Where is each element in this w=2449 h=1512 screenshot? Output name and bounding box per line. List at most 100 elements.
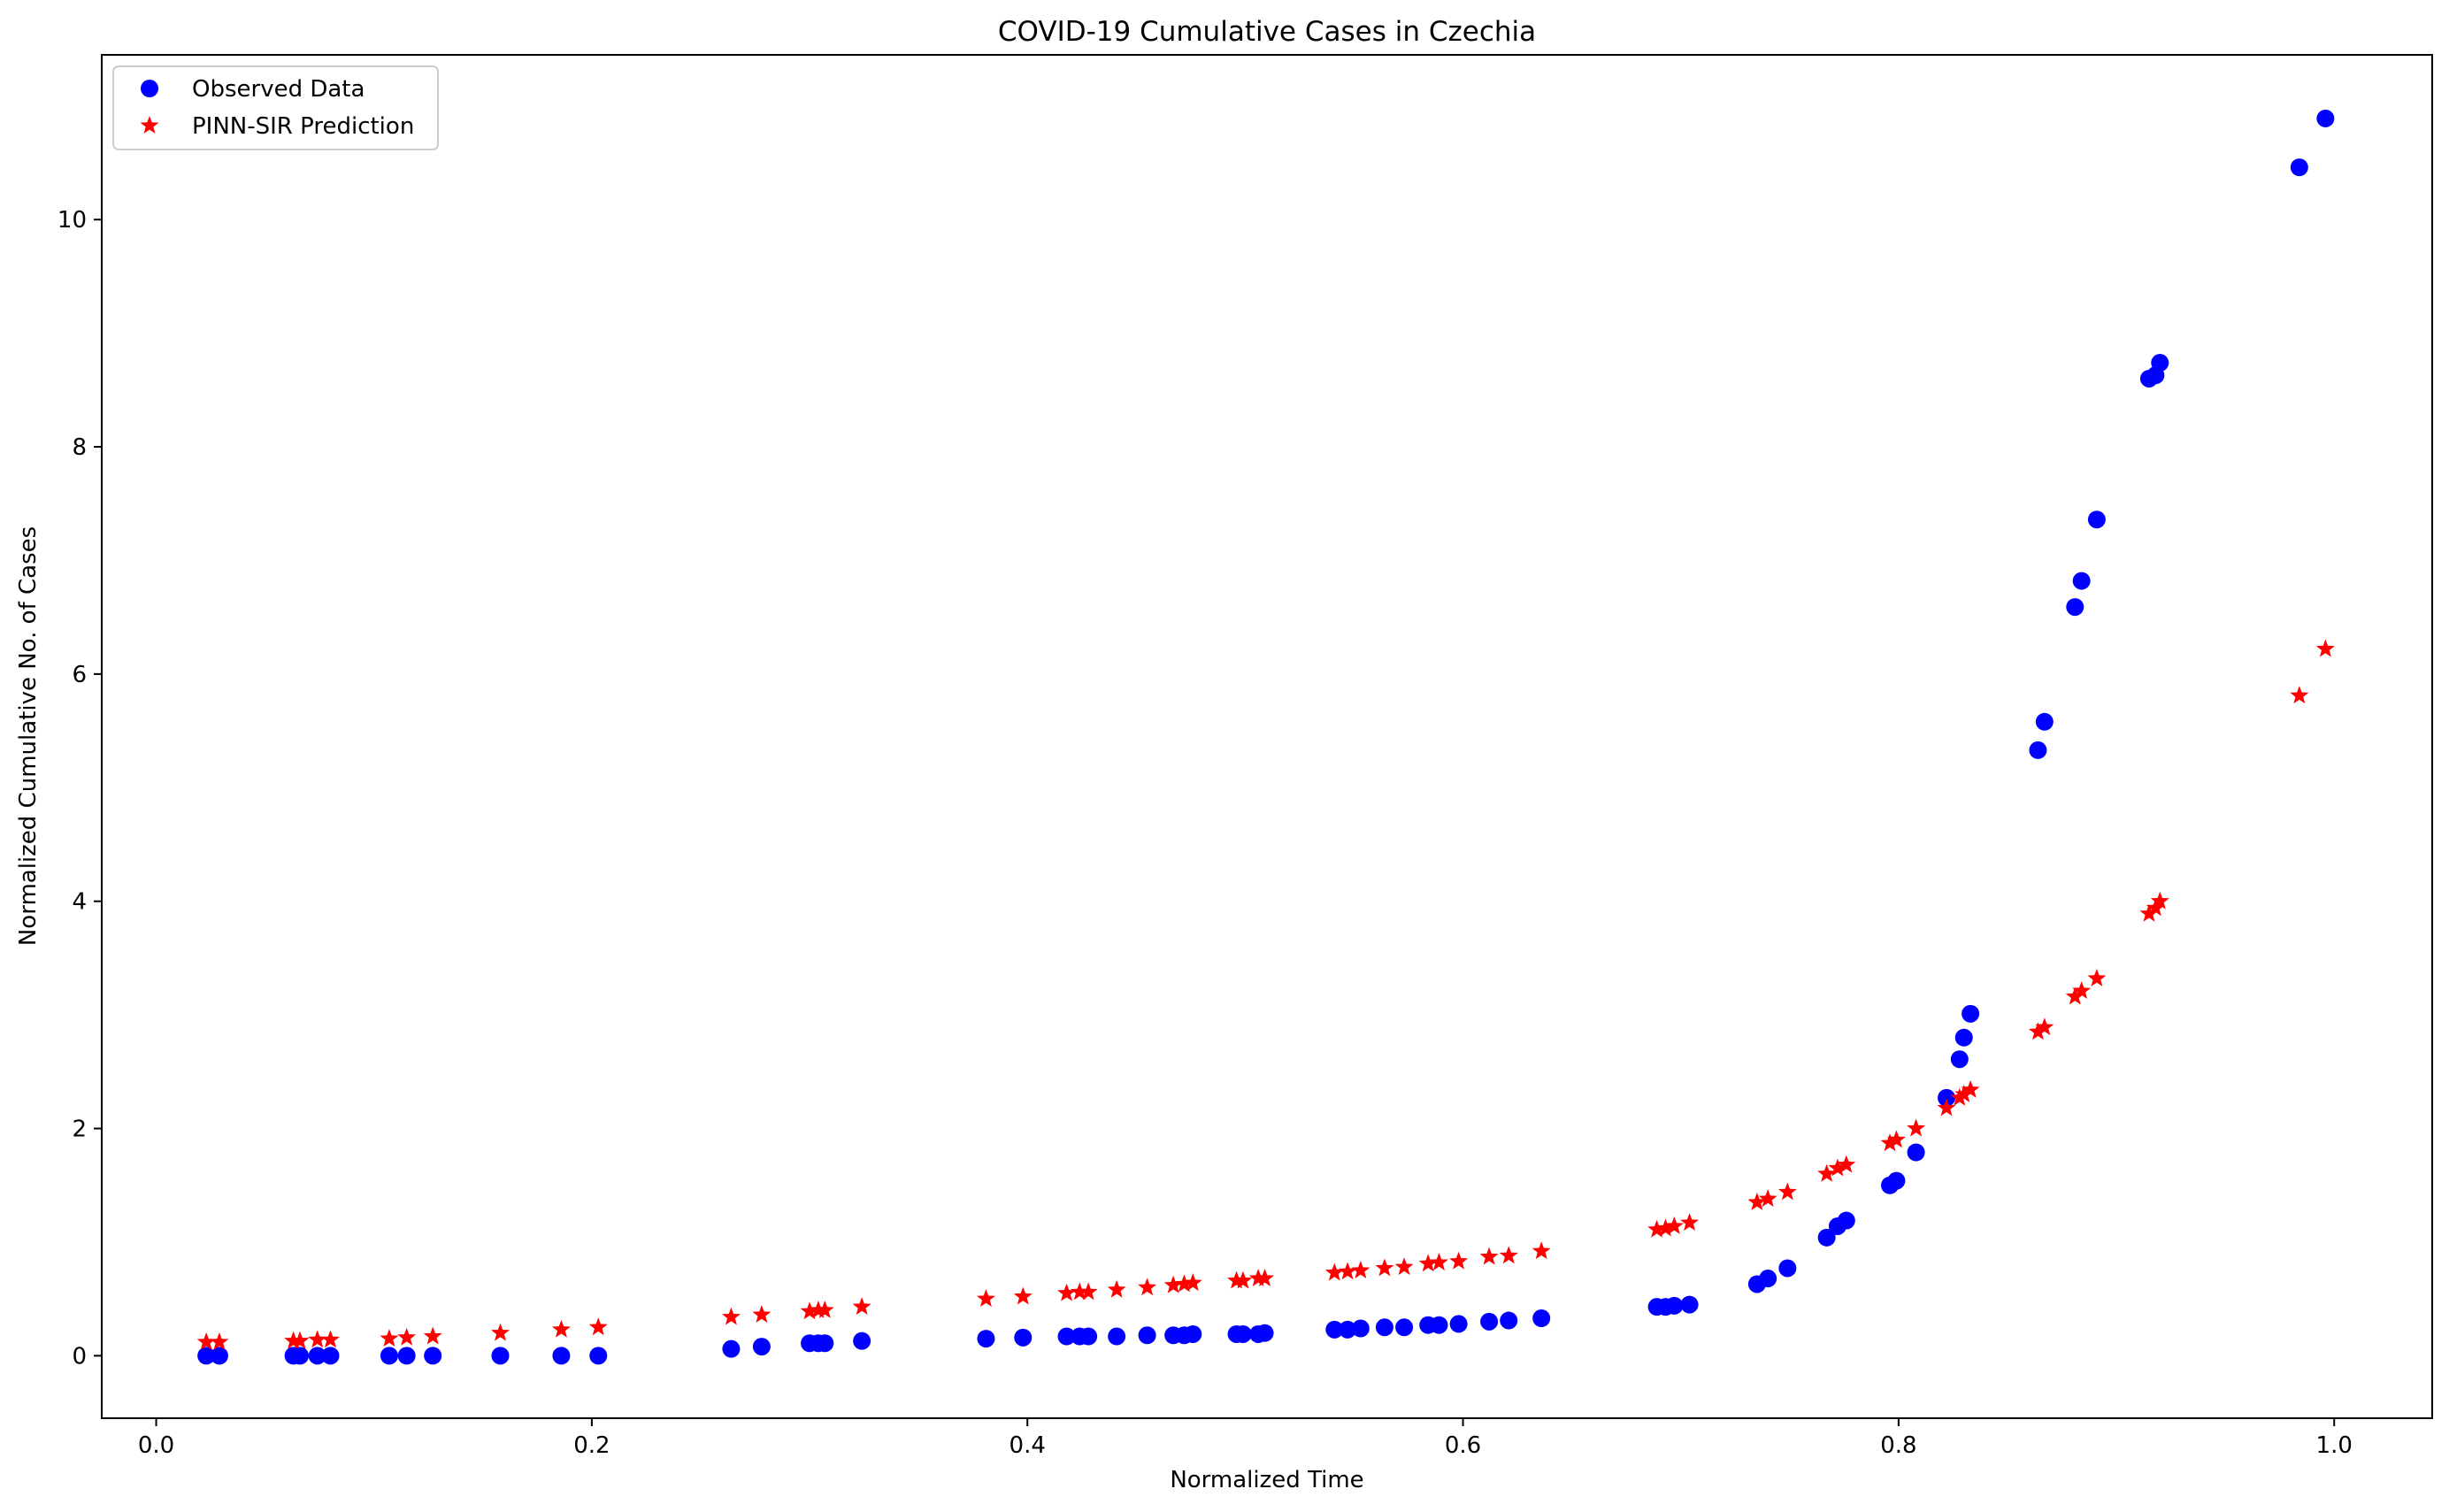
prediction-data-point	[210, 1332, 229, 1350]
plot-area	[196, 109, 2335, 1365]
x-tick-label: 0.2	[573, 1432, 610, 1459]
observed-data-point	[1184, 1324, 1202, 1343]
prediction-data-point	[1961, 1079, 1980, 1098]
legend-circle-marker	[141, 80, 158, 97]
legend-marker-prediction	[140, 116, 159, 134]
prediction-data-point	[1394, 1257, 1414, 1276]
prediction-data-point	[1499, 1246, 1518, 1264]
legend-marker-observed	[141, 80, 158, 97]
prediction-data-point	[1183, 1273, 1202, 1292]
prediction-data-point	[2035, 1017, 2054, 1036]
x-tick-label: 0.8	[1880, 1432, 1916, 1459]
prediction-data-point	[1937, 1098, 1956, 1117]
prediction-data-point	[752, 1305, 772, 1324]
series-prediction	[196, 639, 2335, 1350]
prediction-data-point	[423, 1326, 442, 1345]
legend: Observed Data PINN-SIR Prediction	[112, 65, 439, 150]
observed-data-point	[1837, 1211, 1855, 1230]
prediction-data-point	[2290, 686, 2309, 704]
observed-data-point	[380, 1347, 398, 1365]
prediction-data-point	[1532, 1241, 1551, 1260]
observed-data-point	[1138, 1326, 1156, 1345]
prediction-data-point	[1907, 1118, 1926, 1137]
prediction-data-point	[1233, 1270, 1253, 1289]
observed-data-point	[589, 1347, 608, 1365]
observed-data-point	[1778, 1259, 1797, 1278]
prediction-data-point	[1138, 1278, 1157, 1296]
prediction-data-point	[1057, 1283, 1076, 1301]
observed-data-point	[397, 1347, 416, 1365]
x-tick-label: 0.4	[1010, 1432, 1046, 1459]
x-tick-label: 0.6	[1445, 1432, 1481, 1459]
x-tick-label: 1.0	[2316, 1432, 2353, 1459]
observed-data-point	[197, 1347, 216, 1365]
y-tick-label: 10	[58, 207, 87, 234]
observed-data-point	[1255, 1324, 1274, 1342]
observed-data-point	[1108, 1327, 1126, 1346]
prediction-data-point	[1338, 1262, 1357, 1280]
observed-data-point	[977, 1330, 995, 1348]
observed-data-point	[1449, 1315, 1468, 1333]
observed-data-point	[1950, 1050, 1969, 1069]
prediction-data-point	[815, 1301, 834, 1318]
observed-data-point	[1233, 1324, 1252, 1343]
prediction-data-point	[491, 1323, 510, 1341]
observed-data-point	[1079, 1327, 1098, 1346]
observed-data-point	[2087, 510, 2106, 529]
prediction-data-point	[1324, 1263, 1344, 1281]
prediction-data-point	[1828, 1158, 1847, 1177]
prediction-data-point	[588, 1317, 608, 1336]
observed-data-point	[1375, 1318, 1393, 1337]
y-axis-label: Normalized Cumulative No. of Cases	[15, 526, 42, 946]
legend-label-prediction: PINN-SIR Prediction	[192, 113, 414, 140]
observed-data-point	[210, 1347, 228, 1365]
chart-title: COVID-19 Cumulative Cases in Czechia	[998, 16, 1536, 48]
prediction-data-point	[1418, 1254, 1438, 1272]
observed-data-point	[1759, 1270, 1777, 1288]
observed-data-point	[321, 1347, 340, 1365]
prediction-data-point	[380, 1329, 399, 1347]
prediction-data-point	[397, 1327, 417, 1346]
observed-data-point	[1500, 1311, 1518, 1330]
observed-data-point	[1938, 1088, 1956, 1107]
observed-data-point	[2072, 572, 2091, 590]
observed-data-point	[291, 1347, 310, 1365]
prediction-data-point	[1880, 1133, 1900, 1152]
observed-data-point	[722, 1339, 741, 1358]
y-tick-label: 0	[72, 1343, 87, 1370]
x-axis-label: Normalized Time	[1170, 1467, 1363, 1493]
observed-data-point	[1532, 1309, 1551, 1327]
prediction-data-point	[1680, 1213, 1700, 1232]
observed-data-point	[1351, 1319, 1370, 1338]
prediction-data-point	[852, 1297, 871, 1316]
prediction-data-point	[1163, 1275, 1183, 1293]
prediction-data-point	[1174, 1274, 1194, 1293]
prediction-data-point	[800, 1301, 819, 1320]
prediction-data-point	[1837, 1155, 1856, 1173]
prediction-data-point	[321, 1330, 340, 1348]
prediction-data-point	[1070, 1282, 1089, 1301]
prediction-data-point	[2087, 969, 2107, 986]
observed-data-point	[491, 1347, 510, 1365]
observed-data-point	[2029, 741, 2047, 759]
x-tick-label: 0.0	[138, 1432, 174, 1459]
prediction-data-point	[308, 1330, 327, 1348]
prediction-data-point	[1656, 1218, 1675, 1237]
y-tick-label: 6	[72, 662, 87, 688]
observed-data-point	[1014, 1328, 1033, 1347]
observed-data-point	[1954, 1028, 1973, 1047]
prediction-data-point	[1950, 1087, 1969, 1106]
prediction-data-point	[1758, 1189, 1777, 1208]
observed-data-point	[1395, 1318, 1414, 1337]
prediction-data-point	[1107, 1279, 1126, 1298]
legend-star-marker	[140, 116, 159, 134]
prediction-data-point	[1449, 1251, 1469, 1270]
observed-data-point	[1817, 1228, 1836, 1247]
prediction-data-point	[1954, 1085, 1974, 1102]
prediction-data-point	[1013, 1286, 1033, 1305]
observed-data-point	[552, 1347, 571, 1365]
prediction-data-point	[1886, 1130, 1906, 1148]
